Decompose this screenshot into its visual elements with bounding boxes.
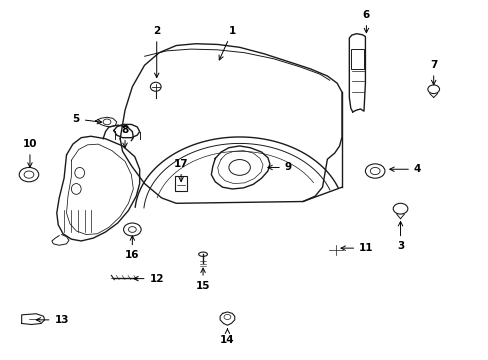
- Text: 13: 13: [36, 315, 69, 325]
- Text: 11: 11: [340, 243, 373, 253]
- Text: 8: 8: [121, 125, 128, 148]
- Text: 17: 17: [173, 159, 188, 181]
- Text: 4: 4: [389, 164, 421, 174]
- Text: 1: 1: [219, 26, 235, 60]
- Text: 5: 5: [73, 114, 102, 124]
- Text: 15: 15: [195, 268, 210, 291]
- Text: 14: 14: [220, 329, 234, 345]
- Text: 2: 2: [153, 26, 160, 77]
- Text: 9: 9: [267, 162, 291, 172]
- Text: 6: 6: [362, 10, 369, 33]
- Text: 3: 3: [396, 221, 404, 251]
- Text: 12: 12: [134, 274, 163, 284]
- Text: 7: 7: [429, 60, 436, 85]
- Text: 10: 10: [22, 139, 37, 167]
- Text: 16: 16: [125, 236, 139, 260]
